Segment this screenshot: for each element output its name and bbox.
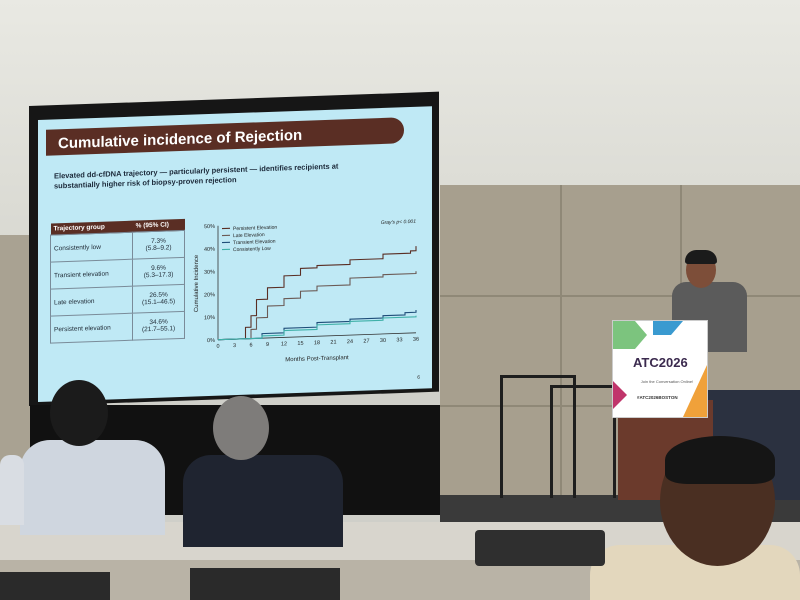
x-tick-label: 12 [281, 341, 287, 347]
slide-subtitle: Elevated dd-cfDNA trajectory — particula… [54, 161, 339, 191]
sign-tagline: Join the Conversation Online! [640, 379, 694, 384]
y-axis-label: Cumulative Incidence [194, 254, 200, 312]
y-tick-label: 20% [204, 292, 215, 298]
table-cell-group: Persistent elevation [50, 313, 133, 344]
audience-member-head [50, 380, 108, 446]
panel-seam [440, 295, 800, 297]
audience-member-hair [665, 436, 775, 484]
legend-label: Persistent Elevation [233, 225, 277, 233]
table-cell-value: 7.3% (5.8–9.2) [132, 230, 185, 260]
sign-shape [653, 321, 683, 335]
cumulative-incidence-chart: 0%10%20%30%40%50%0 3 6 9 12 15 18 21 24 27 30 33 36M… [194, 219, 419, 364]
y-tick-label: 30% [204, 269, 215, 275]
sign-hashtag: #ATC2026BOSTON [637, 395, 678, 400]
x-tick-label: 3 [233, 343, 236, 349]
ci: (15.1–46.5) [141, 298, 176, 307]
table-cell-value: 26.5% (15.1–46.5) [132, 284, 185, 314]
event-brand: ATC2026 [633, 355, 688, 370]
table-cell-value: 9.6% (5.3–17.3) [132, 257, 185, 287]
x-tick-label: 36 [413, 337, 419, 343]
x-tick-label: 30 [380, 338, 386, 344]
audience-member-edge [0, 455, 24, 525]
stair-rail [500, 375, 576, 498]
sign-shape [683, 365, 707, 417]
speaker-hair [685, 250, 717, 264]
series-line [218, 246, 417, 341]
legend-label: Consistently Low [233, 246, 271, 253]
chair-back [190, 568, 340, 600]
chair-back [475, 530, 605, 566]
x-axis-label: Months Post-Transplant [285, 355, 349, 363]
table-row: Persistent elevation 34.6% (21.7–55.1) [50, 311, 185, 344]
y-tick-label: 0% [207, 338, 215, 344]
chart-annotation: Gray's p< 0.001 [381, 219, 416, 226]
series-line [218, 315, 417, 341]
chair-back [0, 572, 110, 600]
ci: (5.3–17.3) [143, 271, 174, 280]
x-tick-label: 21 [330, 340, 336, 346]
podium-sign: ATC2026 Join the Conversation Online! #A… [612, 320, 708, 418]
slide-number: 6 [417, 374, 420, 381]
legend-label: Transient Elevation [233, 239, 276, 246]
audience-member-head [213, 396, 269, 460]
y-tick-label: 50% [204, 224, 215, 230]
podium-graphic [613, 321, 707, 417]
ci: (5.8–9.2) [145, 244, 172, 253]
series-line [218, 271, 417, 341]
sign-shape [613, 381, 627, 409]
ci: (21.7–55.1) [141, 325, 176, 334]
x-tick-label: 27 [363, 338, 369, 344]
x-tick-label: 24 [347, 339, 353, 345]
table-cell-group: Late elevation [50, 286, 133, 317]
audience-member-suit [183, 455, 343, 547]
y-tick-label: 10% [204, 315, 215, 321]
table-cell-group: Transient elevation [50, 259, 133, 290]
stair-rail [550, 385, 616, 498]
audience-member-shirt [20, 440, 165, 535]
projector-slide: Cumulative incidence of Rejection Elevat… [38, 106, 432, 403]
x-tick-label: 15 [297, 341, 303, 347]
x-tick-label: 18 [314, 340, 320, 346]
x-tick-label: 6 [249, 343, 252, 349]
trajectory-table: Trajectory group % (95% CI) Consistently… [50, 218, 185, 344]
x-tick-label: 0 [216, 344, 219, 350]
x-tick-label: 33 [396, 337, 402, 343]
legend-label: Late Elevation [233, 232, 265, 239]
panel-seam [560, 185, 562, 515]
table-cell-value: 34.6% (21.7–55.1) [132, 311, 185, 341]
x-tick-label: 9 [266, 342, 269, 348]
y-tick-label: 40% [204, 247, 215, 253]
sign-shape [613, 321, 647, 349]
table-cell-group: Consistently low [50, 232, 133, 263]
